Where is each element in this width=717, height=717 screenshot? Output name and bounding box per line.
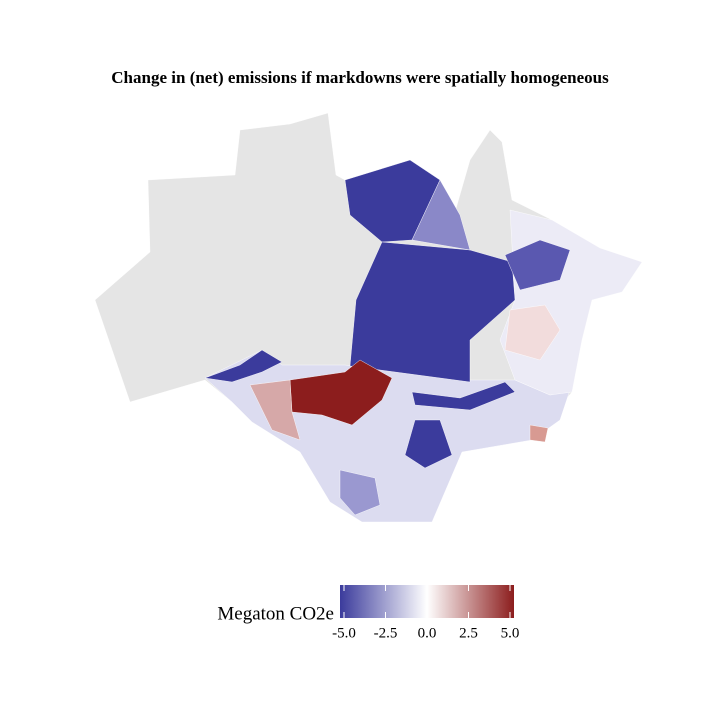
colorbar-tick-label: 2.5 [459,625,478,641]
region-east [499,209,643,396]
region-west-blue [204,349,283,383]
map [94,112,643,523]
colorbar-tick-label: -2.5 [374,625,398,641]
legend: Megaton CO2e -5.0 -2.5 0.0 2.5 5.0 [217,585,519,641]
colorbar-tick-label: 5.0 [501,625,520,641]
region-mid-blue [411,179,471,251]
legend-title: Megaton CO2e [217,603,334,624]
colorbar-tick-label: -5.0 [332,625,356,641]
chart-title: Change in (net) emissions if markdowns w… [111,68,609,87]
region-east-pink [504,304,561,361]
region-red [289,359,393,426]
region-blue-central [349,241,516,383]
region-south-mid [339,469,381,516]
region-south-blue-2 [411,381,516,411]
region-ne-blue [504,239,571,291]
colorbar-tick-label: 0.0 [418,625,437,641]
region-pink [249,379,301,441]
region-se-pink [529,424,549,443]
region-south-blue [404,419,453,469]
